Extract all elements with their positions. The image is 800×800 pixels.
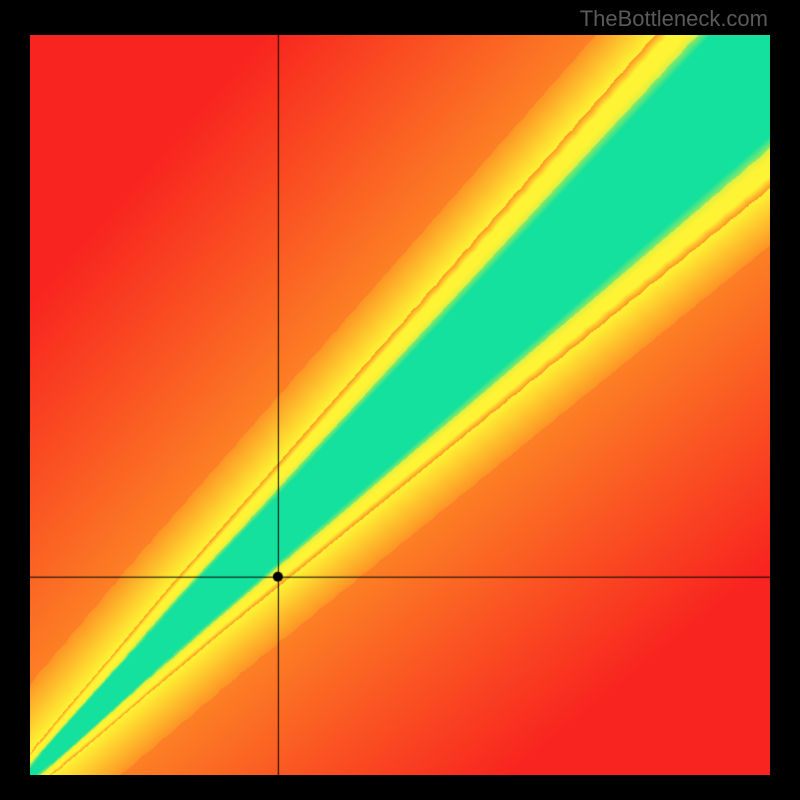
watermark-text: TheBottleneck.com: [580, 6, 768, 32]
bottleneck-heatmap: [30, 35, 770, 775]
chart-container: TheBottleneck.com: [0, 0, 800, 800]
